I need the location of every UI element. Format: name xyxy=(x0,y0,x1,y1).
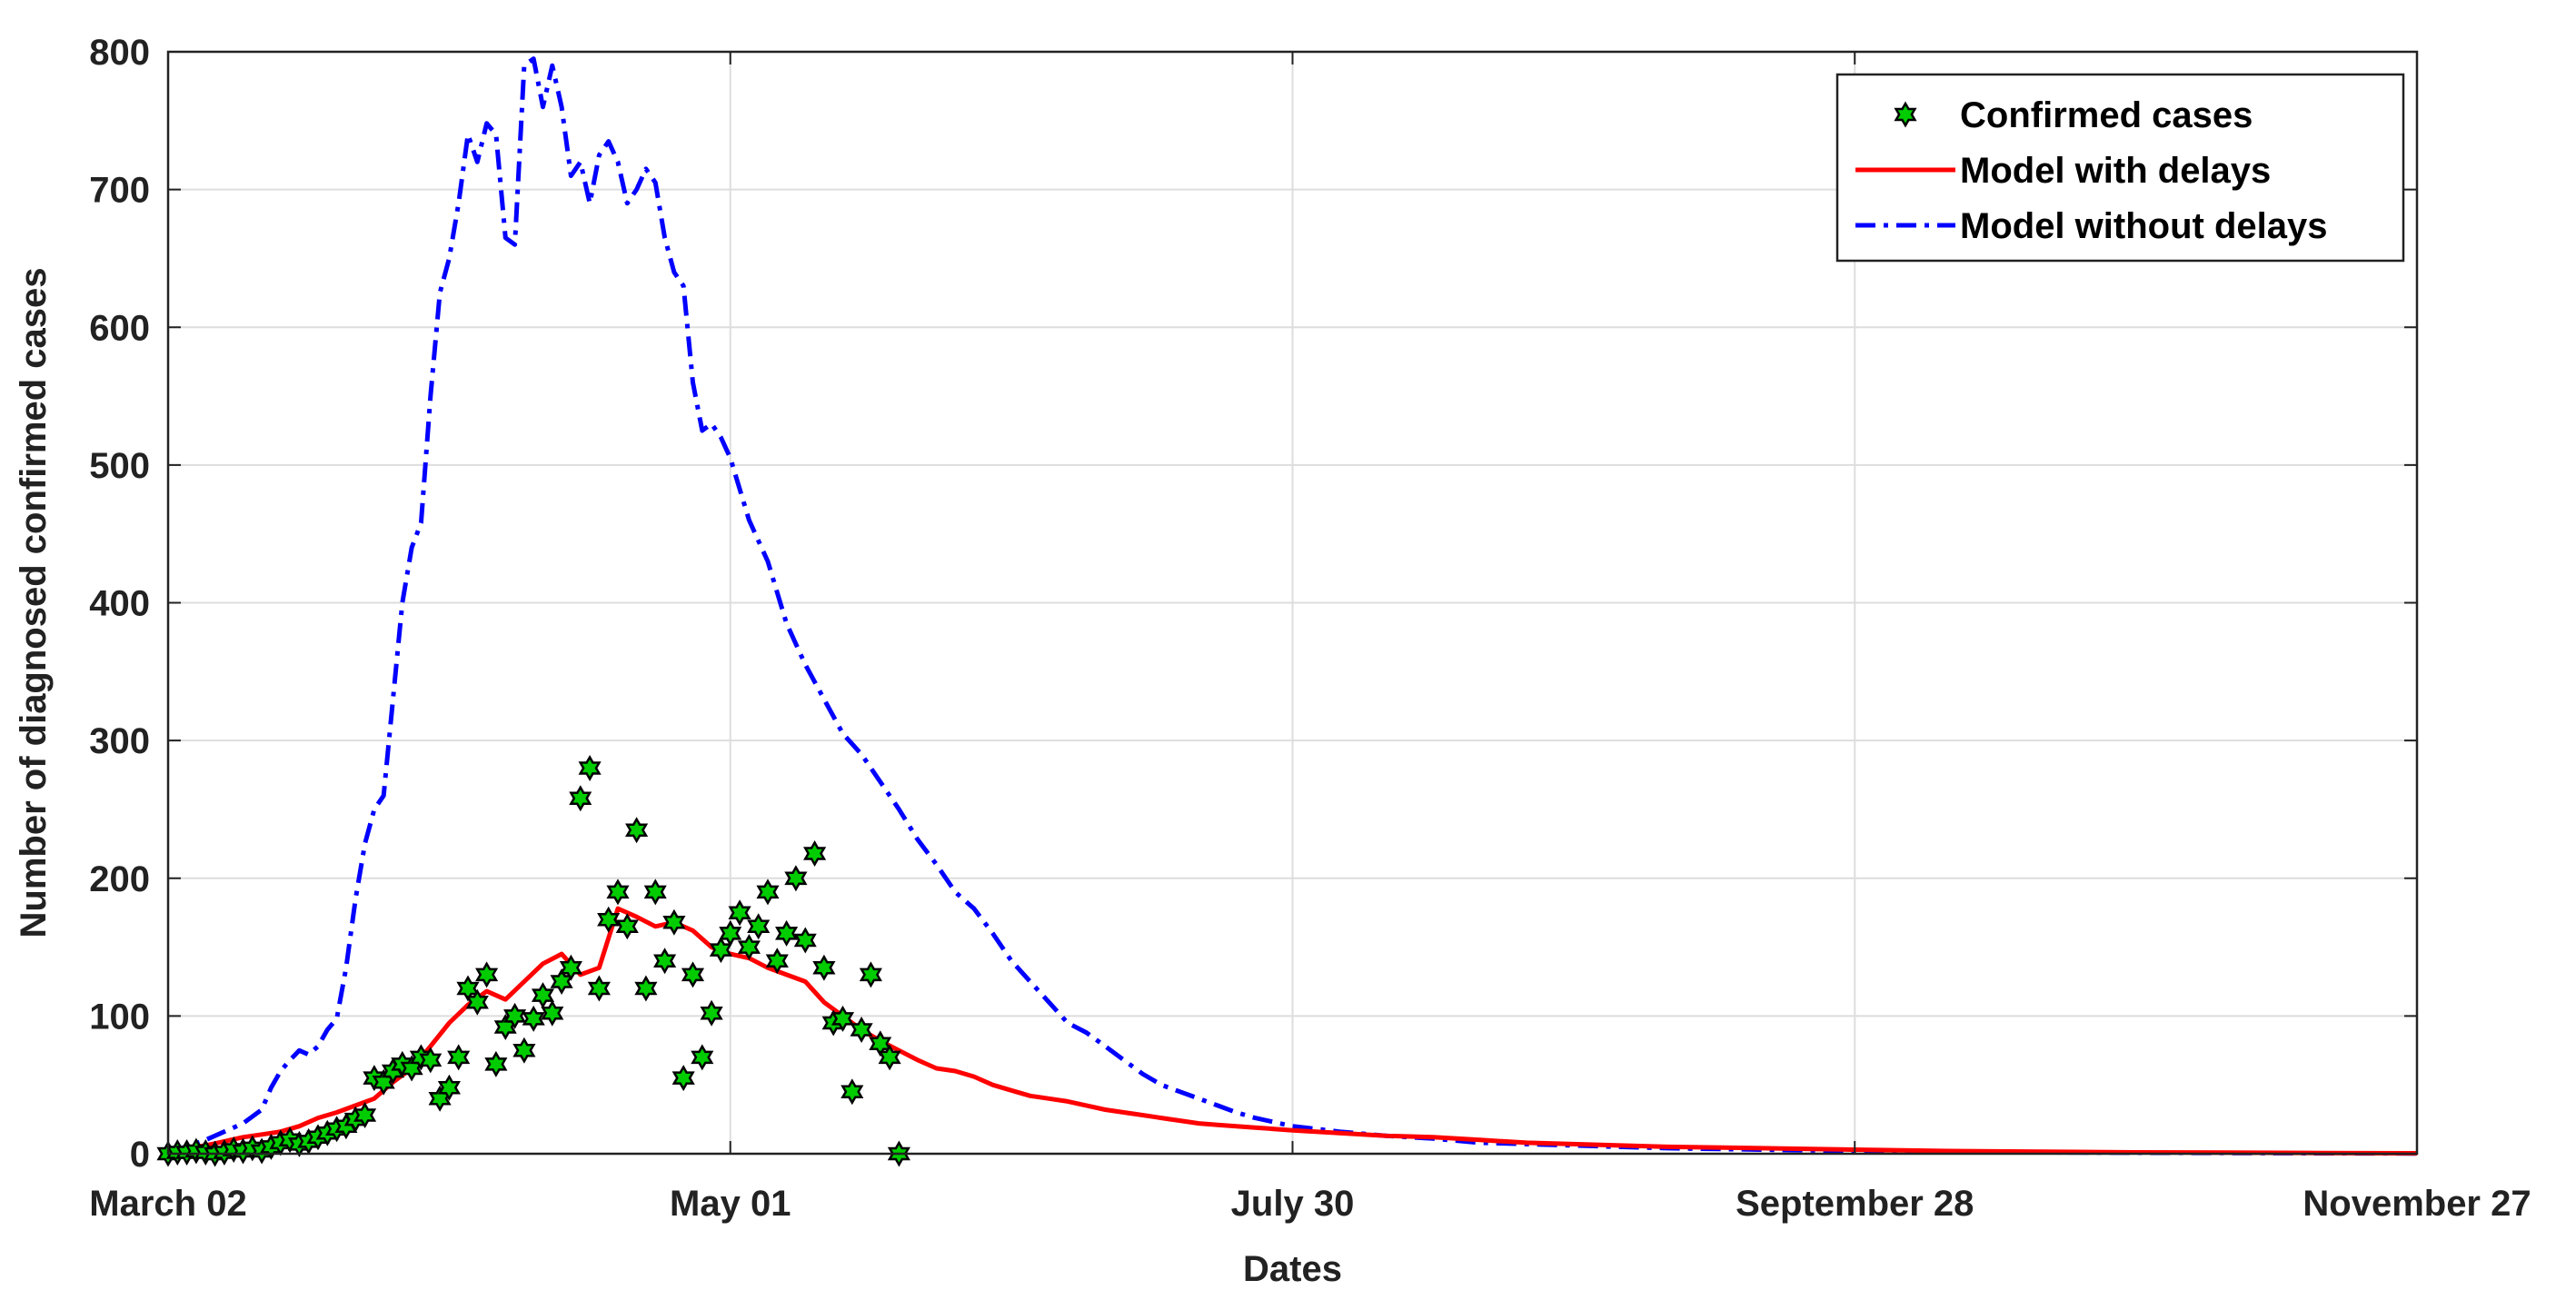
ticks: March 02 May 01 July 30 September 28 Novembe… xyxy=(89,33,2531,1224)
x-tick-label: March 02 xyxy=(89,1184,246,1224)
data-point xyxy=(634,975,658,1002)
data-point xyxy=(793,927,817,954)
data-point xyxy=(765,948,789,975)
y-tick-label: 800 xyxy=(89,33,150,73)
data-point xyxy=(541,999,564,1027)
data-point xyxy=(447,1044,471,1071)
legend-label: Confirmed cases xyxy=(1960,95,2253,135)
data-point xyxy=(522,1005,545,1032)
data-point xyxy=(587,975,611,1002)
y-tick-label: 700 xyxy=(89,171,150,211)
data-point xyxy=(840,1078,864,1106)
data-point xyxy=(578,754,602,782)
data-point xyxy=(419,1047,443,1074)
data-point xyxy=(784,865,808,892)
data-point xyxy=(869,1030,892,1057)
y-tick-label: 400 xyxy=(89,584,150,624)
data-point xyxy=(803,839,827,868)
data-point xyxy=(681,961,705,988)
legend: Confirmed cases Model with delays Model wi… xyxy=(1835,73,2405,263)
data-point xyxy=(559,954,582,981)
data-point xyxy=(484,1050,508,1077)
data-point xyxy=(775,919,799,947)
x-tick-label: July 30 xyxy=(1231,1184,1355,1224)
y-tick-label: 200 xyxy=(89,859,150,899)
y-tick-label: 0 xyxy=(130,1135,150,1175)
data-point xyxy=(878,1044,901,1071)
data-point xyxy=(812,954,836,981)
data-point xyxy=(747,913,771,940)
data-point xyxy=(597,906,621,933)
data-point xyxy=(850,1016,873,1044)
data-point xyxy=(625,817,649,844)
y-axis-label: Number of diagnosed confirmed cases xyxy=(14,268,54,938)
x-tick-label: May 01 xyxy=(670,1184,791,1224)
data-point xyxy=(643,878,667,906)
data-point xyxy=(691,1044,714,1071)
data-point xyxy=(700,999,723,1027)
data-point xyxy=(728,899,751,927)
data-point xyxy=(503,1002,527,1029)
x-tick-label: September 28 xyxy=(1736,1184,1974,1224)
data-point xyxy=(709,937,732,964)
legend-label: Model with delays xyxy=(1960,151,2271,191)
data-point xyxy=(606,878,630,906)
x-axis-label: Dates xyxy=(1243,1249,1342,1289)
y-tick-label: 500 xyxy=(89,446,150,486)
x-tick-label: November 27 xyxy=(2302,1184,2531,1224)
data-point xyxy=(531,982,555,1009)
data-point xyxy=(662,908,686,936)
data-point xyxy=(465,988,489,1016)
data-point xyxy=(615,913,639,940)
data-point xyxy=(512,1037,536,1064)
data-point xyxy=(569,785,592,812)
y-tick-label: 300 xyxy=(89,721,150,761)
data-point xyxy=(756,878,780,906)
data-point xyxy=(830,1005,855,1032)
data-point xyxy=(671,1065,695,1092)
data-point xyxy=(859,961,882,988)
data-point xyxy=(737,934,761,961)
data-point xyxy=(475,961,499,988)
data-point xyxy=(653,948,677,975)
data-point xyxy=(456,975,480,1002)
legend-marker xyxy=(1894,101,1917,128)
data-point xyxy=(437,1074,461,1101)
series-layer xyxy=(156,56,2418,1167)
data-point xyxy=(719,919,742,947)
y-tick-label: 100 xyxy=(89,997,150,1037)
legend-label: Model without delays xyxy=(1960,206,2327,246)
data-point xyxy=(353,1101,377,1129)
series-line-model-without-delays xyxy=(167,56,2418,1156)
y-tick-label: 600 xyxy=(89,308,150,348)
